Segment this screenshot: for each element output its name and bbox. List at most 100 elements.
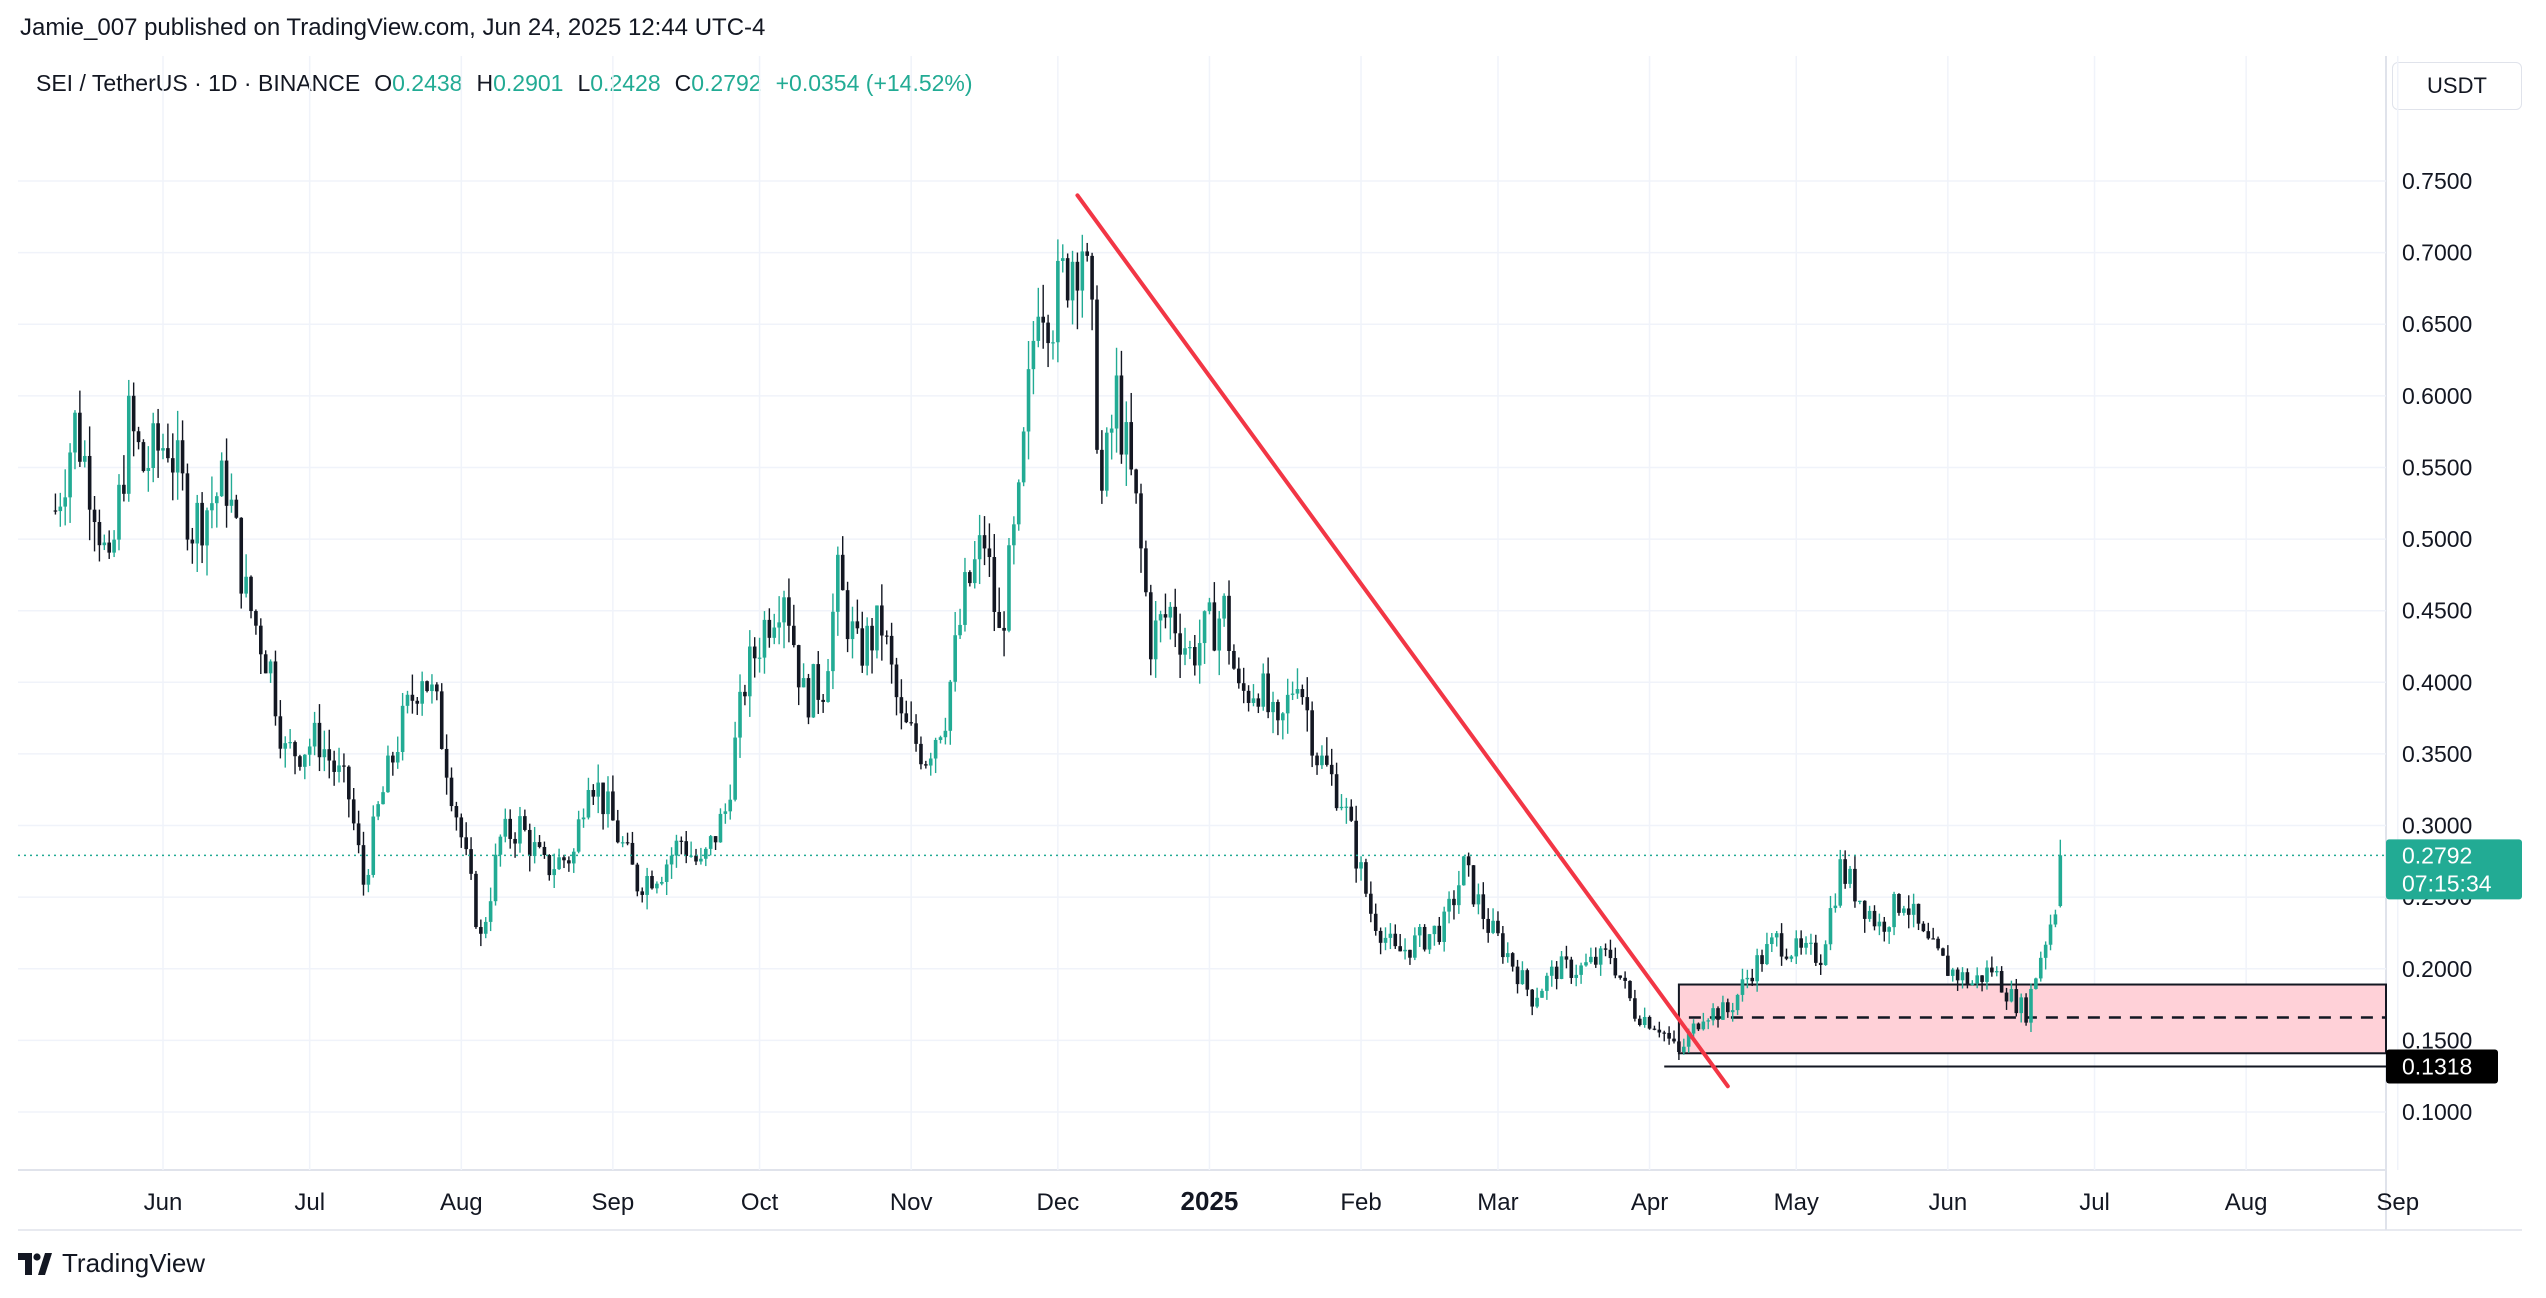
- candle-body: [1662, 1032, 1667, 1034]
- candle-body: [899, 697, 904, 714]
- candle-body: [596, 782, 601, 797]
- candle-body: [1770, 937, 1774, 945]
- candle-body: [1745, 977, 1750, 980]
- candle-body: [1095, 299, 1099, 450]
- candle-body: [958, 624, 962, 636]
- candle-body: [567, 860, 571, 864]
- candle-body: [1789, 956, 1794, 959]
- candle-body: [1339, 806, 1344, 809]
- candle-body: [1505, 953, 1510, 958]
- candle-body: [234, 499, 239, 518]
- candle-body: [1911, 903, 1916, 915]
- candle-body: [1975, 975, 1979, 984]
- candle-body: [68, 452, 72, 498]
- candle-body: [703, 848, 708, 859]
- candle-body: [400, 705, 405, 752]
- candle-body: [748, 646, 752, 697]
- candle-body: [1501, 933, 1505, 958]
- symbol-legend: SEI / TetherUS · 1D · BINANCE O0.2438 H0…: [36, 70, 973, 97]
- candle-body: [630, 842, 635, 865]
- candle-body: [268, 661, 273, 674]
- candle-body: [1320, 755, 1324, 766]
- currency-button[interactable]: USDT: [2392, 62, 2522, 110]
- candle-body: [1251, 698, 1256, 703]
- candle-body: [689, 855, 693, 857]
- candle-body: [615, 820, 620, 843]
- candle-body: [782, 597, 786, 623]
- candle-body: [870, 625, 874, 651]
- candle-body: [1442, 911, 1446, 942]
- candle-body: [1740, 979, 1745, 995]
- candle-body: [312, 722, 317, 747]
- candle-body: [386, 755, 390, 793]
- candle-body: [1828, 908, 1833, 945]
- candle-body: [1109, 428, 1114, 433]
- candle-body: [928, 758, 933, 766]
- candle-body: [1667, 1032, 1671, 1039]
- candle-body: [1628, 980, 1632, 999]
- candle-body: [2014, 989, 2019, 1014]
- candle-body: [1310, 710, 1314, 756]
- candle-body: [1579, 965, 1583, 975]
- candle-body: [126, 395, 131, 494]
- candle-body: [1007, 545, 1011, 631]
- candle-body: [391, 755, 395, 763]
- candle-body: [1212, 602, 1217, 651]
- candle-body: [523, 816, 527, 830]
- candle-body: [1926, 931, 1931, 939]
- candle-body: [2058, 855, 2063, 907]
- candle-body: [1716, 1008, 1720, 1020]
- price-tick-label: 0.7000: [2402, 240, 2472, 266]
- candle-body: [1848, 868, 1852, 884]
- candle-body: [1779, 933, 1784, 957]
- candle-body: [2024, 997, 2028, 1023]
- symbol-name[interactable]: SEI / TetherUS · 1D · BINANCE: [36, 70, 361, 96]
- candle-body: [1902, 908, 1906, 913]
- candle-body: [831, 611, 835, 672]
- candle-body: [811, 664, 816, 718]
- price-tick-label: 0.6000: [2402, 383, 2472, 409]
- candle-body: [498, 836, 503, 855]
- candle-body: [1515, 966, 1520, 985]
- candle-body: [82, 455, 87, 462]
- candle-body: [1051, 342, 1055, 344]
- candle-body: [1545, 975, 1549, 991]
- candle-body: [1569, 959, 1574, 978]
- candle-body: [107, 542, 112, 553]
- candle-body: [1623, 977, 1627, 981]
- candle-body: [664, 864, 669, 882]
- candle-body: [254, 611, 258, 626]
- candle-body: [1496, 920, 1500, 934]
- candle-body: [2019, 997, 2023, 1014]
- candle-body: [1990, 967, 1994, 973]
- candle-body: [1227, 595, 1231, 651]
- time-tick-label: Jul: [294, 1189, 325, 1216]
- tradingview-logo[interactable]: TradingView: [18, 1248, 205, 1279]
- candle-body: [1784, 956, 1789, 959]
- candle-body: [1256, 698, 1261, 707]
- candle-body: [1104, 432, 1109, 491]
- candle-body: [1946, 955, 1950, 976]
- candle-body: [361, 845, 366, 885]
- candle-body: [611, 791, 615, 821]
- candle-body: [249, 576, 253, 612]
- candle-body: [259, 625, 263, 655]
- price-tick-label: 0.1500: [2402, 1027, 2472, 1053]
- candle-body: [733, 737, 737, 800]
- candle-body: [405, 694, 410, 706]
- candle-body: [1305, 697, 1310, 711]
- candle-body: [586, 789, 591, 818]
- candle-body: [1085, 251, 1090, 256]
- candle-body: [92, 509, 97, 523]
- candle-body: [796, 645, 801, 688]
- candle-body: [1457, 885, 1461, 906]
- candle-body: [1598, 948, 1603, 965]
- publisher-caption: Jamie_007 published on TradingView.com, …: [20, 14, 766, 41]
- candle-body: [1261, 673, 1266, 707]
- candle-body: [1559, 956, 1564, 979]
- candle-body: [2004, 992, 2009, 1002]
- ohlc-high: H0.2901: [476, 70, 564, 96]
- time-tick-label: May: [1774, 1189, 1819, 1216]
